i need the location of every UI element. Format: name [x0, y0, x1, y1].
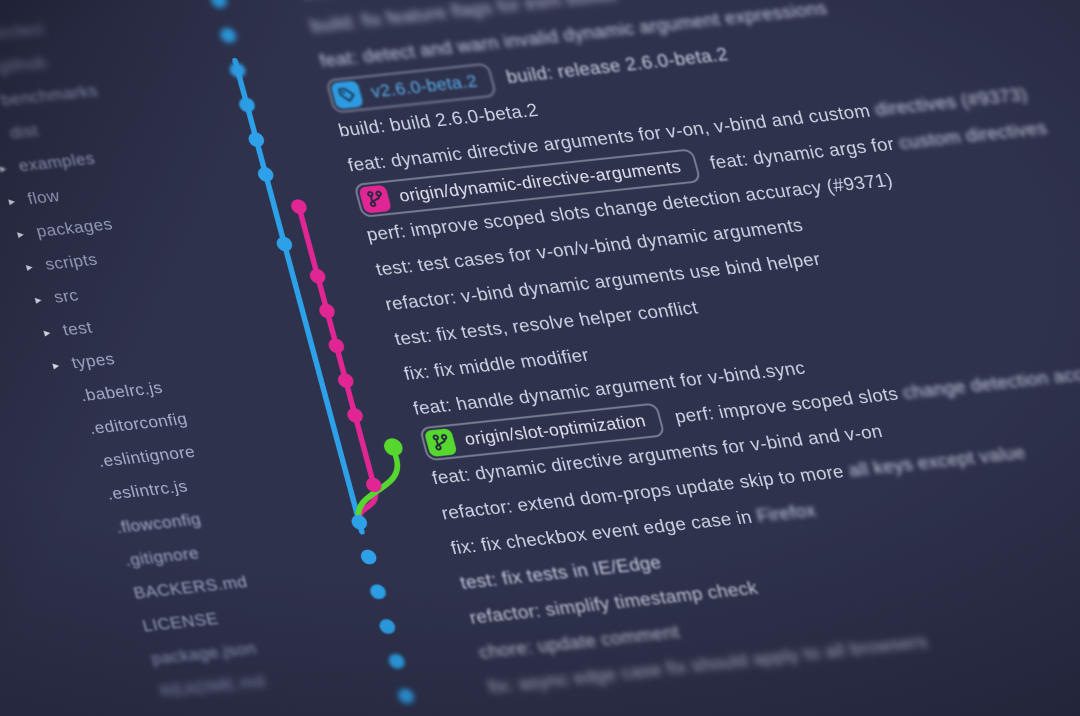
tree-item-label: .gitignore: [122, 543, 202, 570]
chevron-right-icon[interactable]: ▸: [24, 259, 35, 275]
commit-dot[interactable]: [256, 166, 275, 182]
commit-dot[interactable]: [219, 27, 238, 43]
commit-dot[interactable]: [228, 62, 247, 78]
tree-item-label: dist: [7, 121, 41, 143]
commit-message-tail: Firefox: [754, 499, 818, 526]
tree-item-label: README.md: [157, 671, 267, 701]
tree-item-label: packages: [34, 214, 115, 242]
tree-item-src[interactable]: ▸ src: [27, 279, 82, 317]
tag-icon: [330, 79, 364, 109]
tree-item-label: examples: [16, 149, 97, 176]
tag-label: v2.6.0-beta.2: [368, 70, 480, 101]
git-branch-icon: [358, 184, 392, 214]
chevron-right-icon[interactable]: ▸: [0, 128, 3, 143]
tree-item-label: benchmarks: [0, 81, 100, 110]
commit-dot[interactable]: [336, 373, 355, 389]
chevron-right-icon[interactable]: ▸: [0, 161, 9, 176]
git-branch-icon: [366, 190, 382, 208]
commit-dot[interactable]: [209, 0, 228, 9]
branch-line-dynamic-directive-arguments: [296, 204, 379, 527]
commit-dot[interactable]: [247, 132, 266, 148]
tree-item-label: .github: [0, 52, 49, 77]
commit-dot[interactable]: [327, 338, 346, 354]
tree-item-label: test: [60, 318, 95, 340]
commit-dot[interactable]: [238, 97, 257, 113]
commit-dot[interactable]: [397, 688, 416, 704]
commit-message-tail: custom directives: [896, 117, 1050, 154]
tree-item-label: scripts: [42, 250, 100, 274]
chevron-right-icon[interactable]: ▸: [15, 226, 26, 242]
commit-dot[interactable]: [359, 549, 378, 565]
tree-item-label: flow: [25, 186, 62, 209]
git-branch-icon: [423, 427, 458, 457]
tree-item-label: package.json: [149, 638, 259, 669]
tree-item-label: .eslintignore: [96, 442, 198, 472]
commit-dot[interactable]: [290, 199, 309, 215]
tree-item-label: LICENSE: [140, 608, 221, 636]
chevron-right-icon[interactable]: ▸: [6, 194, 17, 209]
chevron-right-icon[interactable]: ▸: [51, 358, 62, 373]
tree-item-label: .eslintrc.js: [104, 477, 190, 504]
tree-item-label: .babelrc.js: [78, 378, 165, 406]
commit-dot[interactable]: [346, 407, 365, 423]
commit-dot[interactable]: [387, 653, 406, 669]
commit-dot[interactable]: [369, 584, 388, 600]
chevron-right-icon[interactable]: ▸: [33, 292, 44, 307]
tree-item-label: BACKERS.md: [131, 572, 250, 603]
commit-dot[interactable]: [378, 619, 397, 635]
tree-item-scripts[interactable]: ▸ scripts: [18, 243, 101, 284]
commit-dot[interactable]: [275, 236, 294, 252]
commit-dot[interactable]: [318, 303, 337, 319]
commit-dot[interactable]: [308, 268, 327, 284]
chevron-right-icon[interactable]: ▸: [42, 325, 53, 340]
tree-item-test[interactable]: ▸ test: [36, 311, 97, 349]
tree-item-label: .flowconfig: [113, 509, 203, 537]
tag-icon: [337, 87, 355, 102]
commit-dot[interactable]: [382, 437, 405, 456]
tree-item-label: types: [69, 349, 117, 373]
git-branch-icon: [432, 434, 447, 451]
commit-message-tail: change detection accuracy: [900, 358, 1080, 403]
tree-item-label: .circleci: [0, 19, 47, 45]
commit-dot[interactable]: [350, 514, 369, 530]
tree-item-label: src: [51, 285, 81, 307]
tree-item-label: .editorconfig: [87, 409, 190, 439]
